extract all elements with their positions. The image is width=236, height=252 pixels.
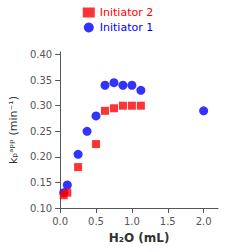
svg-text:0.15: 0.15 — [30, 177, 52, 188]
svg-text:1.5: 1.5 — [160, 216, 176, 227]
svg-text:0.20: 0.20 — [30, 151, 52, 162]
svg-text:0.25: 0.25 — [30, 126, 52, 137]
svg-text:0.35: 0.35 — [30, 75, 52, 86]
svg-text:0.5: 0.5 — [88, 216, 104, 227]
svg-text:0.30: 0.30 — [30, 100, 52, 111]
svg-text:kₚᵃᵖᵖ (min⁻¹): kₚᵃᵖᵖ (min⁻¹) — [7, 96, 20, 164]
svg-text:1.0: 1.0 — [124, 216, 140, 227]
svg-text:Initiator 2: Initiator 2 — [100, 6, 153, 19]
svg-text:2.0: 2.0 — [196, 216, 212, 227]
svg-text:0.40: 0.40 — [30, 49, 52, 60]
svg-text:0.0: 0.0 — [52, 216, 68, 227]
svg-text:0.10: 0.10 — [30, 203, 52, 214]
svg-text:Initiator 1: Initiator 1 — [100, 21, 153, 34]
svg-text:H₂O (mL): H₂O (mL) — [109, 231, 170, 245]
